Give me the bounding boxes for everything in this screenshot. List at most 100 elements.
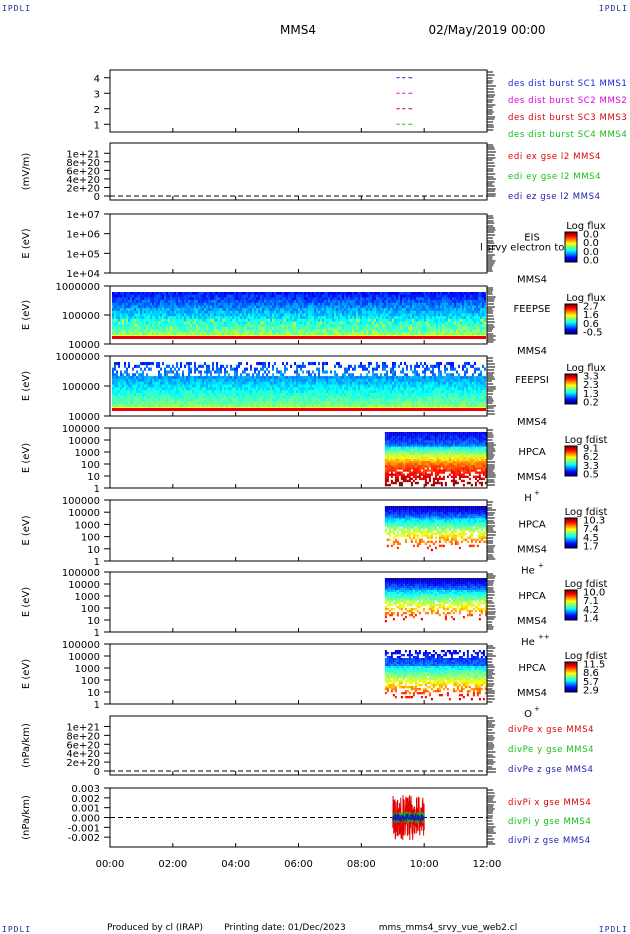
y-tick-label: 3 [94,89,100,100]
y-axis-label: E (eV) [21,587,32,617]
panel-frame [109,69,488,133]
colorbar-tick-label: 8.6 [583,668,599,679]
x-tick-label: 10:00 [410,859,439,870]
y-tick-label: 0 [94,192,100,203]
legend-des-dist-burst-sc1-mms1: des dist burst SC1 MMS1 [508,79,627,89]
footer-printing-date: Printing date: 01/Dec/2023 [224,923,346,933]
y-tick-label: 10000 [68,580,100,591]
y-tick-label: 2e+20 [66,758,100,769]
species-label: He [521,637,535,648]
colorbar-title: Log fdist [565,651,608,662]
y-tick-label: 1e+07 [66,210,100,221]
x-tick-label: 00:00 [96,859,125,870]
legend-edi-ey-gse-l2-mms4: edi ey gse l2 MMS4 [508,172,601,182]
legend-divpe-z-gse-mms4: divPe z gse MMS4 [508,765,594,775]
colorbar [564,589,578,621]
spacecraft-label: MMS4 [517,688,547,699]
spacecraft-label: MMS4 [517,275,547,286]
colorbar-tick-label: 2.3 [583,380,599,391]
y-tick-label: 0.001 [71,804,100,815]
spacecraft-label: MMS4 [517,417,547,428]
colorbar [564,661,578,693]
colorbar-title: Log fdist [565,579,608,590]
legend-des-dist-burst-sc3-mms3: des dist burst SC3 MMS3 [508,113,627,123]
y-tick-label: 1e+05 [66,249,100,260]
colorbar [564,231,578,263]
spectrogram-hpca_o [384,650,487,701]
colorbar-tick-label: 2.9 [583,686,599,697]
colorbar-title: Log fdist [565,507,608,518]
y-tick-label: 10000 [68,436,100,447]
colorbar-tick-label: 7.1 [583,596,599,607]
overlap-label: l srvy electron to [480,243,564,254]
colorbar [564,517,578,549]
y-tick-label: 10000 [68,508,100,519]
y-axis-label: E (eV) [21,659,32,689]
x-tick-label: 04:00 [221,859,250,870]
legend-edi-ez-gse-l2-mms4: edi ez gse l2 MMS4 [508,192,601,202]
legend-des-dist-burst-sc2-mms2: des dist burst SC2 MMS2 [508,96,627,106]
colorbar-tick-label: 3.3 [583,461,599,472]
footer-script-name: mms_mms4_srvy_vue_web2.cl [379,923,517,933]
colorbar [564,303,578,335]
x-tick-label: 06:00 [284,859,313,870]
colorbar-tick-label: 0.5 [583,470,599,481]
instrument-label: EIS [524,233,540,244]
x-tick-label: 08:00 [347,859,376,870]
spectrogram-hpca_he2 [384,578,487,623]
panel-frame [109,715,488,776]
y-tick-label: 1000 [75,448,100,459]
colorbar-tick-label: 5.7 [583,677,599,688]
colorbar [564,373,578,405]
y-tick-label: 2 [94,105,100,116]
date-title: 02/May/2019 00:00 [428,23,545,37]
y-tick-label: 1e+04 [66,269,100,280]
colorbar-tick-label: 6.2 [583,452,599,463]
y-tick-label: 0.000 [71,814,100,825]
colorbar-tick-label: 1.6 [583,310,599,321]
instrument-label: HPCA [518,519,546,530]
species-label: O [524,709,532,720]
instrument-label: HPCA [518,663,546,674]
y-tick-label: 100 [81,460,100,471]
colorbar-tick-label: 10.3 [583,516,605,527]
x-tick-label: 12:00 [473,859,502,870]
legend-divpi-y-gse-mms4: divPi y gse MMS4 [508,817,591,827]
y-tick-label: 100000 [62,568,100,579]
y-tick-label: 1000000 [55,282,100,293]
colorbar-tick-label: 0.6 [583,319,599,330]
y-tick-label: 1 [94,700,100,711]
instrument-label: HPCA [518,591,546,602]
colorbar-title: Log flux [566,221,606,232]
y-tick-label: 10 [87,545,100,556]
y-tick-label: 1e+21 [66,149,100,160]
time-axis: 00:00 02:00 04:00 06:00 08:00 10:00 12:00 [96,859,502,870]
colorbar-tick-label: -0.5 [583,328,603,339]
y-tick-label: 10 [87,688,100,699]
y-tick-label: 4e+20 [66,749,100,760]
species-label: He [521,565,535,576]
legend-divpi-x-gse-mms4: divPi x gse MMS4 [508,798,591,808]
spacecraft-label: MMS4 [517,472,547,483]
y-tick-label: 1 [94,557,100,568]
colorbar-tick-label: 0.2 [583,398,599,409]
panel-burst: 1 2 3 4 des dist burst SC1 MMS1 des dist burs… [94,69,627,140]
instrument-label: FEEPSE [513,304,550,315]
colorbar-tick-label: 11.5 [583,660,605,671]
charge-label: + [534,705,540,713]
y-tick-label: 8e+20 [66,731,100,742]
y-tick-label: 10 [87,472,100,483]
corner-mark-bottom-left: IPDLI [2,925,32,934]
colorbar-tick-label: 4.2 [583,605,599,616]
y-axis-label: (mV/m) [21,153,32,191]
y-tick-label: 0.003 [71,784,100,795]
colorbar-tick-label: 0.0 [583,256,599,267]
y-tick-label: -0.001 [68,823,100,834]
y-tick-label: 100 [81,676,100,687]
y-tick-label: 4 [94,74,100,85]
panel-eis: 1e+07 1e+06 1e+05 1e+04 EIS MMS4 l srvy electr… [21,210,606,286]
